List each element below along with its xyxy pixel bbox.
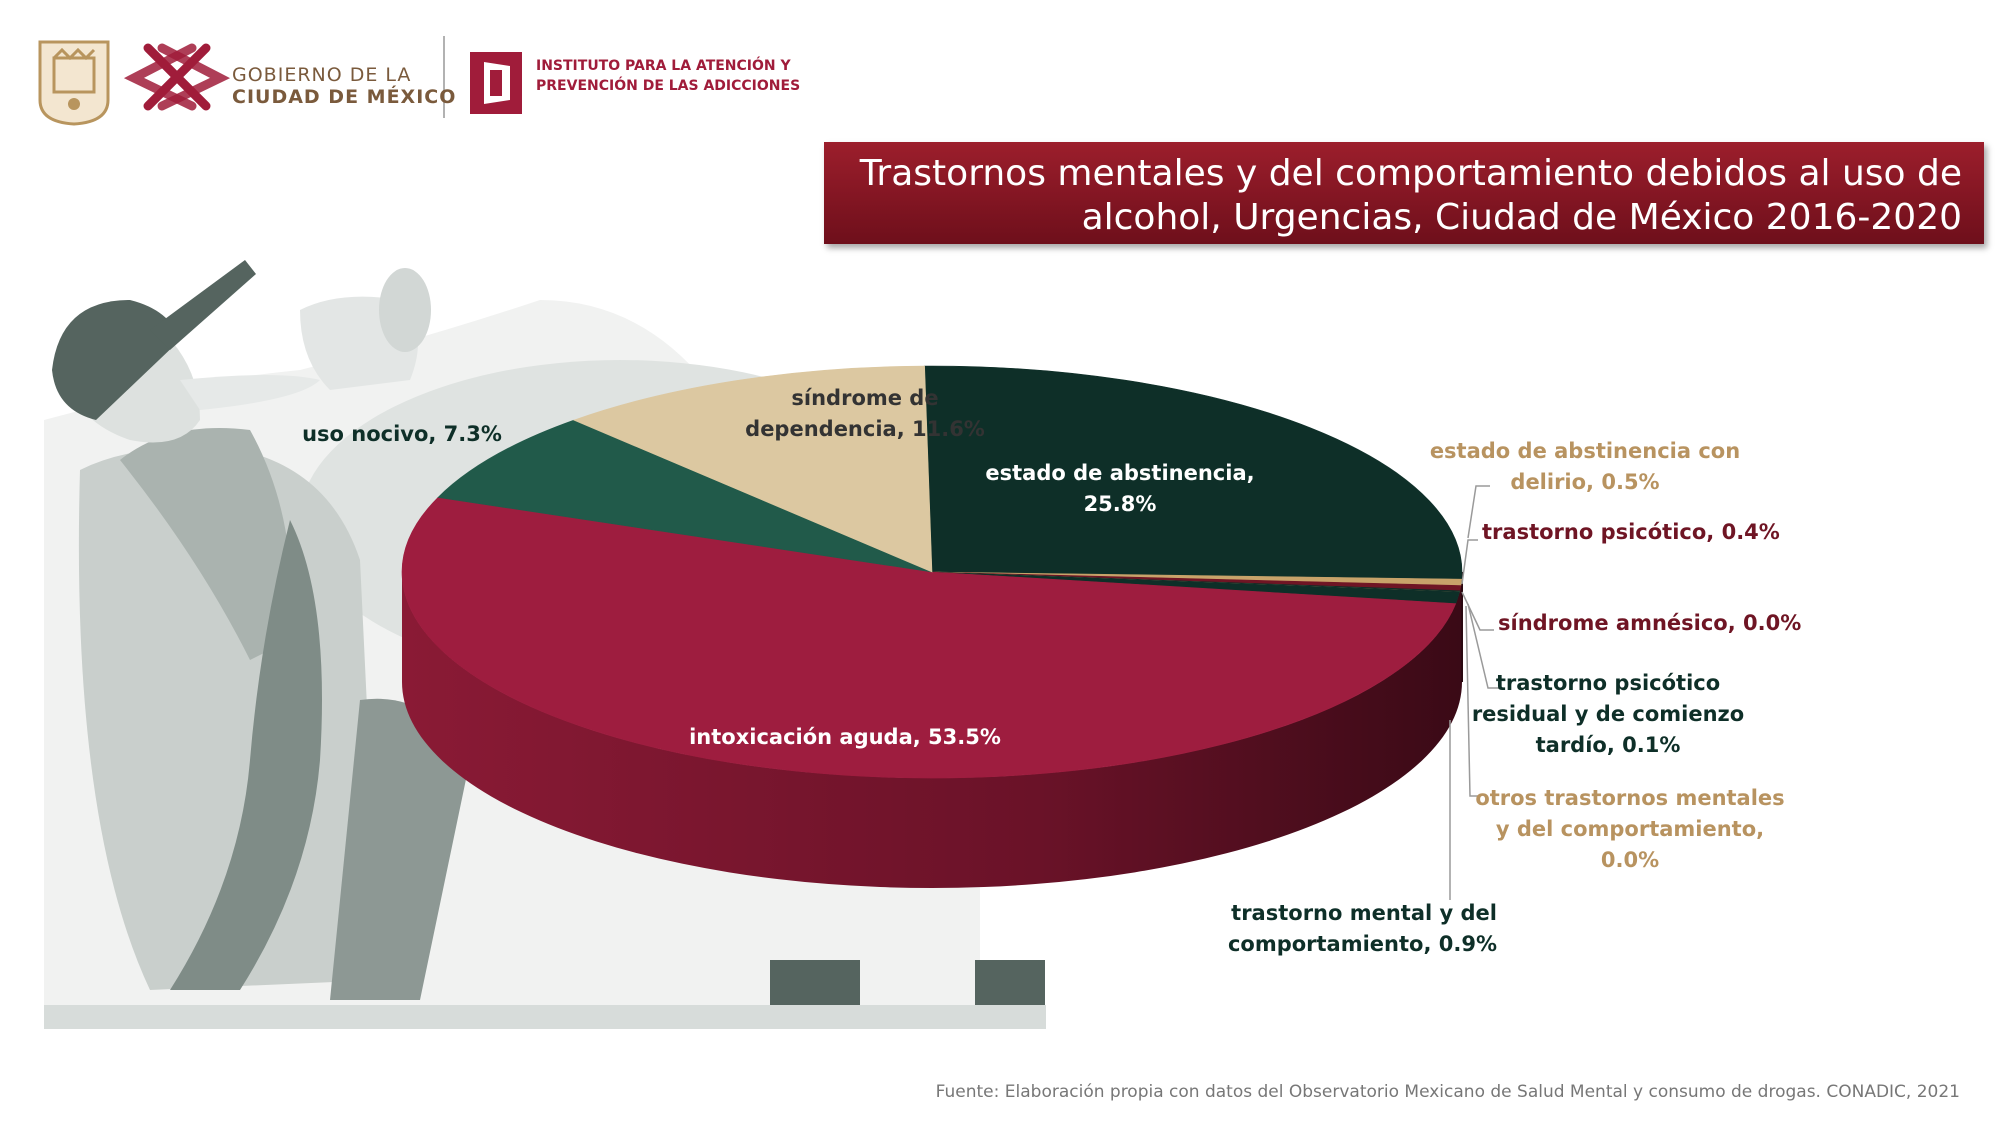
pie-side-band [402, 572, 1462, 888]
instituto-name: INSTITUTO PARA LA ATENCIÓN Y PREVENCIÓN … [536, 56, 800, 96]
pie-top [401, 365, 1463, 779]
slice-label-line: y del comportamiento, [1496, 817, 1764, 841]
header: GOBIERNO DE LA CIUDAD DE MÉXICO INSTITUT… [0, 0, 2000, 140]
slice-label-1: estado de abstinencia, 25.8% [985, 461, 1254, 516]
leader-line-5 [1467, 603, 1502, 689]
slice-label-4: síndrome amnésico, 0.0% [1498, 611, 1801, 635]
source-note: Fuente: Elaboración propia con datos del… [935, 1082, 1960, 1102]
pie-slice-8 [401, 497, 1457, 779]
slice-label-line: intoxicación aguda, 53.5% [689, 725, 1001, 749]
slice-label-line: comportamiento, 0.9% [1228, 932, 1497, 956]
pie-slice-9 [437, 419, 933, 573]
slice-label-line: 25.8% [1084, 492, 1157, 516]
coat-of-arms-icon [38, 40, 110, 126]
pie-slice-10 [572, 365, 933, 573]
slice-label-line: trastorno psicótico [1496, 671, 1720, 695]
slice-label-line: delirio, 0.5% [1510, 470, 1659, 494]
chart-title-line2: alcohol, Urgencias, Ciudad de México 201… [1081, 197, 1962, 238]
slice-label-3: trastorno psicótico, 0.4% [1482, 520, 1780, 544]
gobierno-line1: GOBIERNO DE LA [232, 64, 412, 86]
chart-title: Trastornos mentales y del comportamiento… [824, 142, 1984, 244]
slice-label-5: trastorno psicótico residual y de comienz… [1472, 671, 1744, 757]
label-leader-lines [1449, 485, 1502, 900]
pie-side [402, 572, 1463, 888]
pie-slice-1 [924, 365, 1463, 580]
slice-label-line: síndrome amnésico, 0.0% [1498, 611, 1801, 635]
slice-label-line: otros trastornos mentales [1475, 786, 1784, 810]
instituto-line2: PREVENCIÓN DE LAS ADICCIONES [536, 78, 801, 94]
slice-label-10: síndrome de dependencia, 11.6% [745, 386, 985, 441]
slice-label-line: estado de abstinencia con [1430, 439, 1740, 463]
slice-labels: estado de abstinencia, 25.8%estado de abs… [302, 386, 1801, 956]
leader-line-2 [1467, 485, 1490, 539]
slice-label-line: síndrome de [791, 386, 938, 410]
chart-title-line1: Trastornos mentales y del comportamiento… [859, 153, 1962, 194]
slice-label-9: uso nocivo, 7.3% [302, 422, 502, 446]
leader-line-3 [1461, 539, 1478, 585]
slice-label-line: residual y de comienzo [1472, 702, 1744, 726]
cdmx-logo-icon [123, 43, 231, 111]
slice-label-2: estado de abstinencia con delirio, 0.5% [1430, 439, 1740, 494]
slice-label-7: trastorno mental y del comportamiento, 0.… [1228, 901, 1497, 956]
slice-label-6: otros trastornos mentales y del comportam… [1475, 786, 1784, 872]
slice-label-line: 0.0% [1601, 848, 1659, 872]
slice-label-line: tardío, 0.1% [1536, 733, 1681, 757]
gobierno-line2: CIUDAD DE MÉXICO [232, 86, 457, 108]
logo-graphics [38, 36, 522, 126]
slice-label-line: trastorno mental y del [1231, 901, 1497, 925]
slice-label-line: trastorno psicótico, 0.4% [1482, 520, 1780, 544]
instituto-line1: INSTITUTO PARA LA ATENCIÓN Y [536, 58, 791, 74]
slice-label-line: uso nocivo, 7.3% [302, 422, 502, 446]
iapa-logo-icon [470, 52, 522, 114]
slice-label-8: intoxicación aguda, 53.5% [689, 725, 1001, 749]
slice-label-line: dependencia, 11.6% [745, 417, 985, 441]
slice-label-line: estado de abstinencia, [985, 461, 1254, 485]
leader-line-6 [1465, 605, 1478, 797]
